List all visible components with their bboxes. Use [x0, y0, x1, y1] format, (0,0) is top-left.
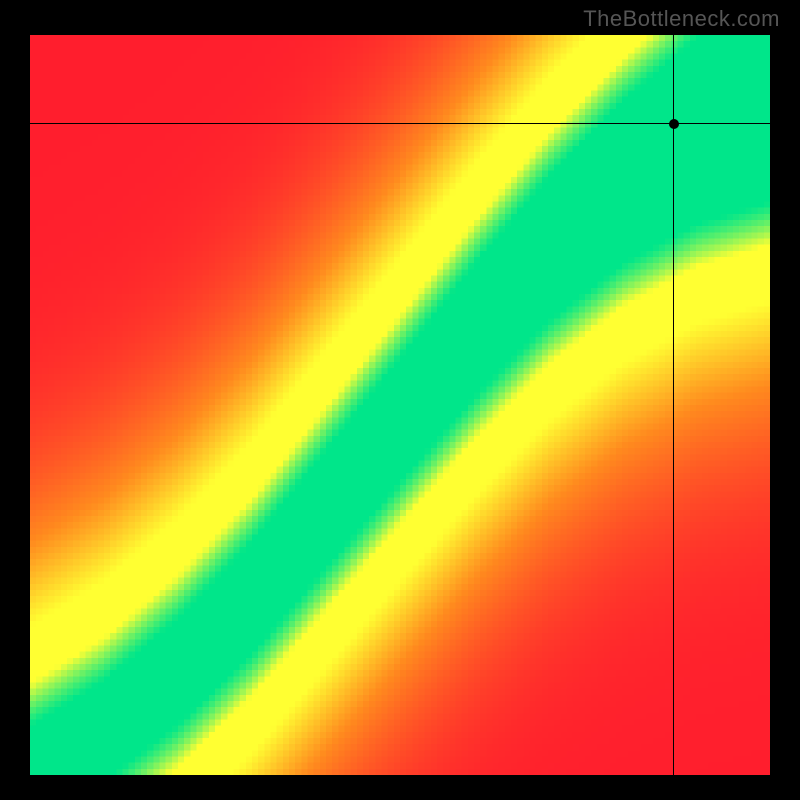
crosshair-horizontal — [30, 123, 770, 124]
watermark-text: TheBottleneck.com — [583, 6, 780, 32]
heatmap-canvas — [30, 35, 770, 775]
crosshair-marker — [669, 119, 679, 129]
bottleneck-heatmap — [30, 35, 770, 775]
crosshair-vertical — [673, 35, 674, 775]
